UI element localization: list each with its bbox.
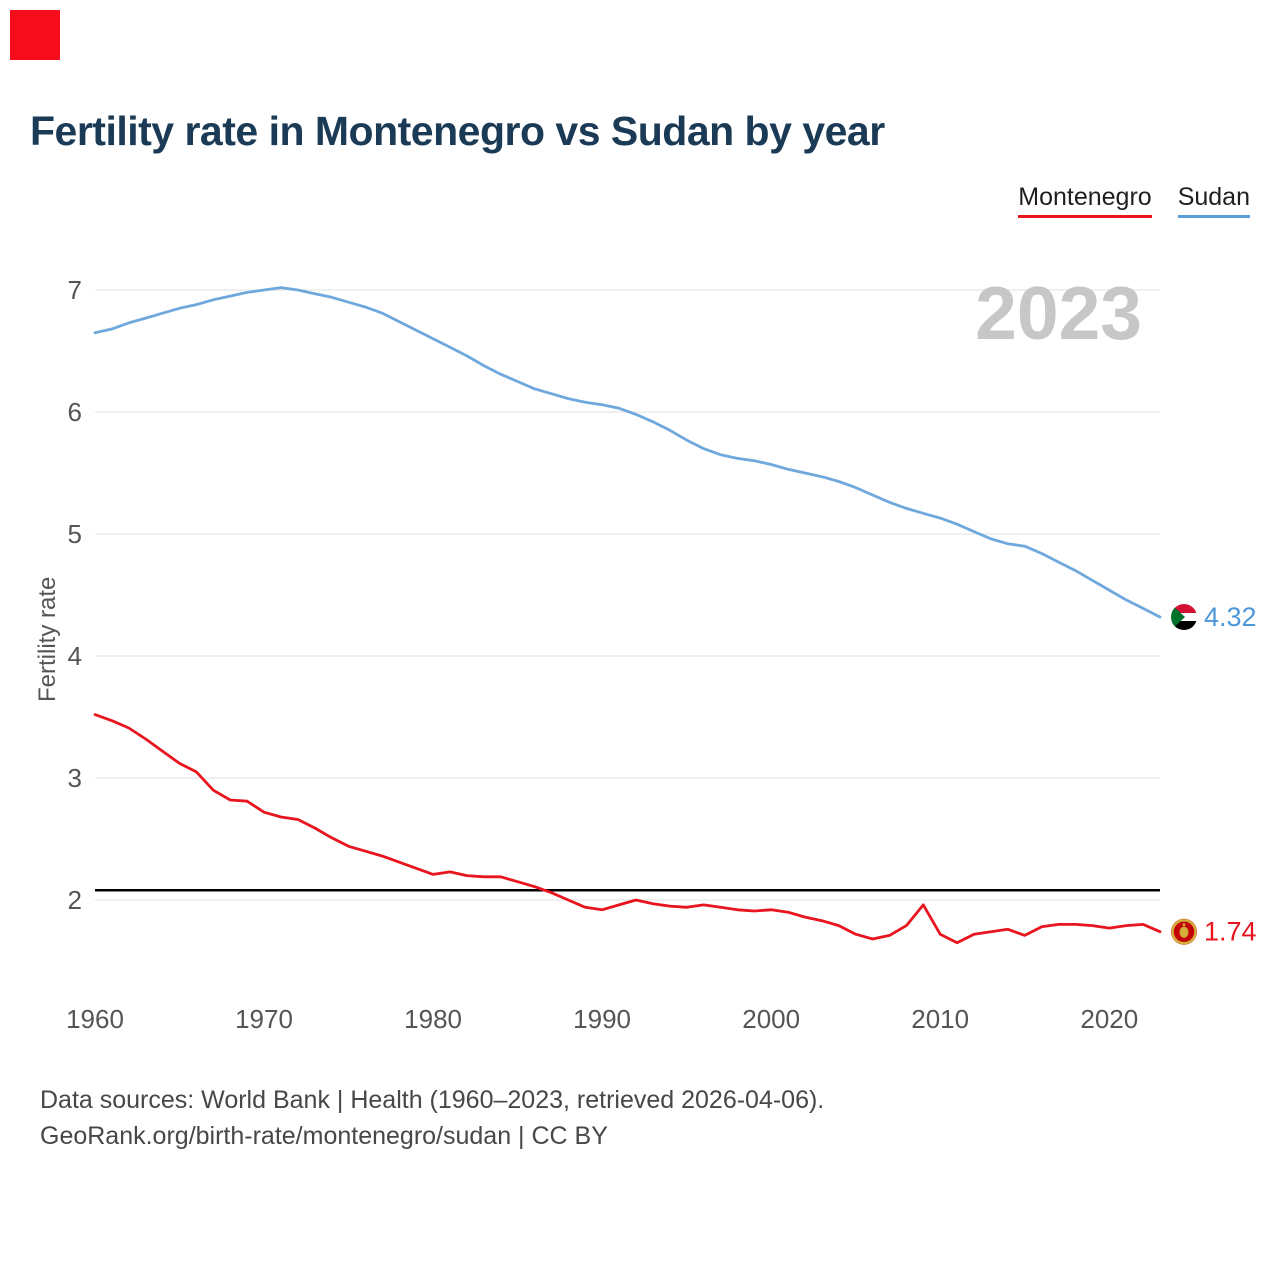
x-tick-label: 1970: [235, 1004, 293, 1034]
montenegro-value-label: 1.74: [1204, 917, 1257, 947]
legend-item-sudan[interactable]: Sudan: [1177, 183, 1250, 218]
montenegro-flag-icon: [1171, 918, 1197, 945]
chart-area: 2023 Fertility rate 2 3 4 5 6 7 1960 1970 1980 19…: [0, 230, 1280, 1070]
y-tick-label: 7: [68, 275, 82, 305]
x-tick-label: 2020: [1080, 1004, 1138, 1034]
brand-logo: [10, 10, 60, 60]
chart-title: Fertility rate in Montenegro vs Sudan by…: [30, 108, 885, 154]
sudan-line: [93, 286, 1162, 619]
sudan-value-label: 4.32: [1204, 602, 1257, 632]
x-tick-label: 1960: [66, 1004, 124, 1034]
attribution-line: GeoRank.org/birth-rate/montenegro/sudan …: [40, 1122, 608, 1150]
x-tick-label: 2000: [742, 1004, 800, 1034]
x-tick-label: 1980: [404, 1004, 462, 1034]
montenegro-end-marker: [1171, 918, 1197, 945]
legend-item-montenegro[interactable]: Montenegro: [1018, 183, 1152, 218]
x-tick-label: 2010: [911, 1004, 969, 1034]
y-tick-label: 5: [68, 519, 82, 549]
legend: Montenegro Sudan: [1018, 183, 1250, 218]
sudan-end-marker: [1171, 604, 1197, 630]
y-tick-label: 4: [68, 641, 82, 671]
y-tick-label: 2: [68, 885, 82, 915]
footer: Data sources: World Bank | Health (1960–…: [40, 1082, 824, 1154]
x-tick-label: 1990: [573, 1004, 631, 1034]
y-tick-label: 3: [68, 763, 82, 793]
year-watermark: 2023: [975, 271, 1142, 355]
montenegro-line: [93, 713, 1162, 945]
data-sources-line: Data sources: World Bank | Health (1960–…: [40, 1086, 825, 1114]
y-axis-label: Fertility rate: [34, 576, 61, 702]
y-tick-label: 6: [68, 397, 82, 427]
fertility-line-chart: 2 3 4 5 6 7 1960 1970 1980 1990 2000 2010 2020 1.74 4.…: [66, 275, 1257, 1034]
sudan-flag-icon: [1171, 604, 1197, 630]
